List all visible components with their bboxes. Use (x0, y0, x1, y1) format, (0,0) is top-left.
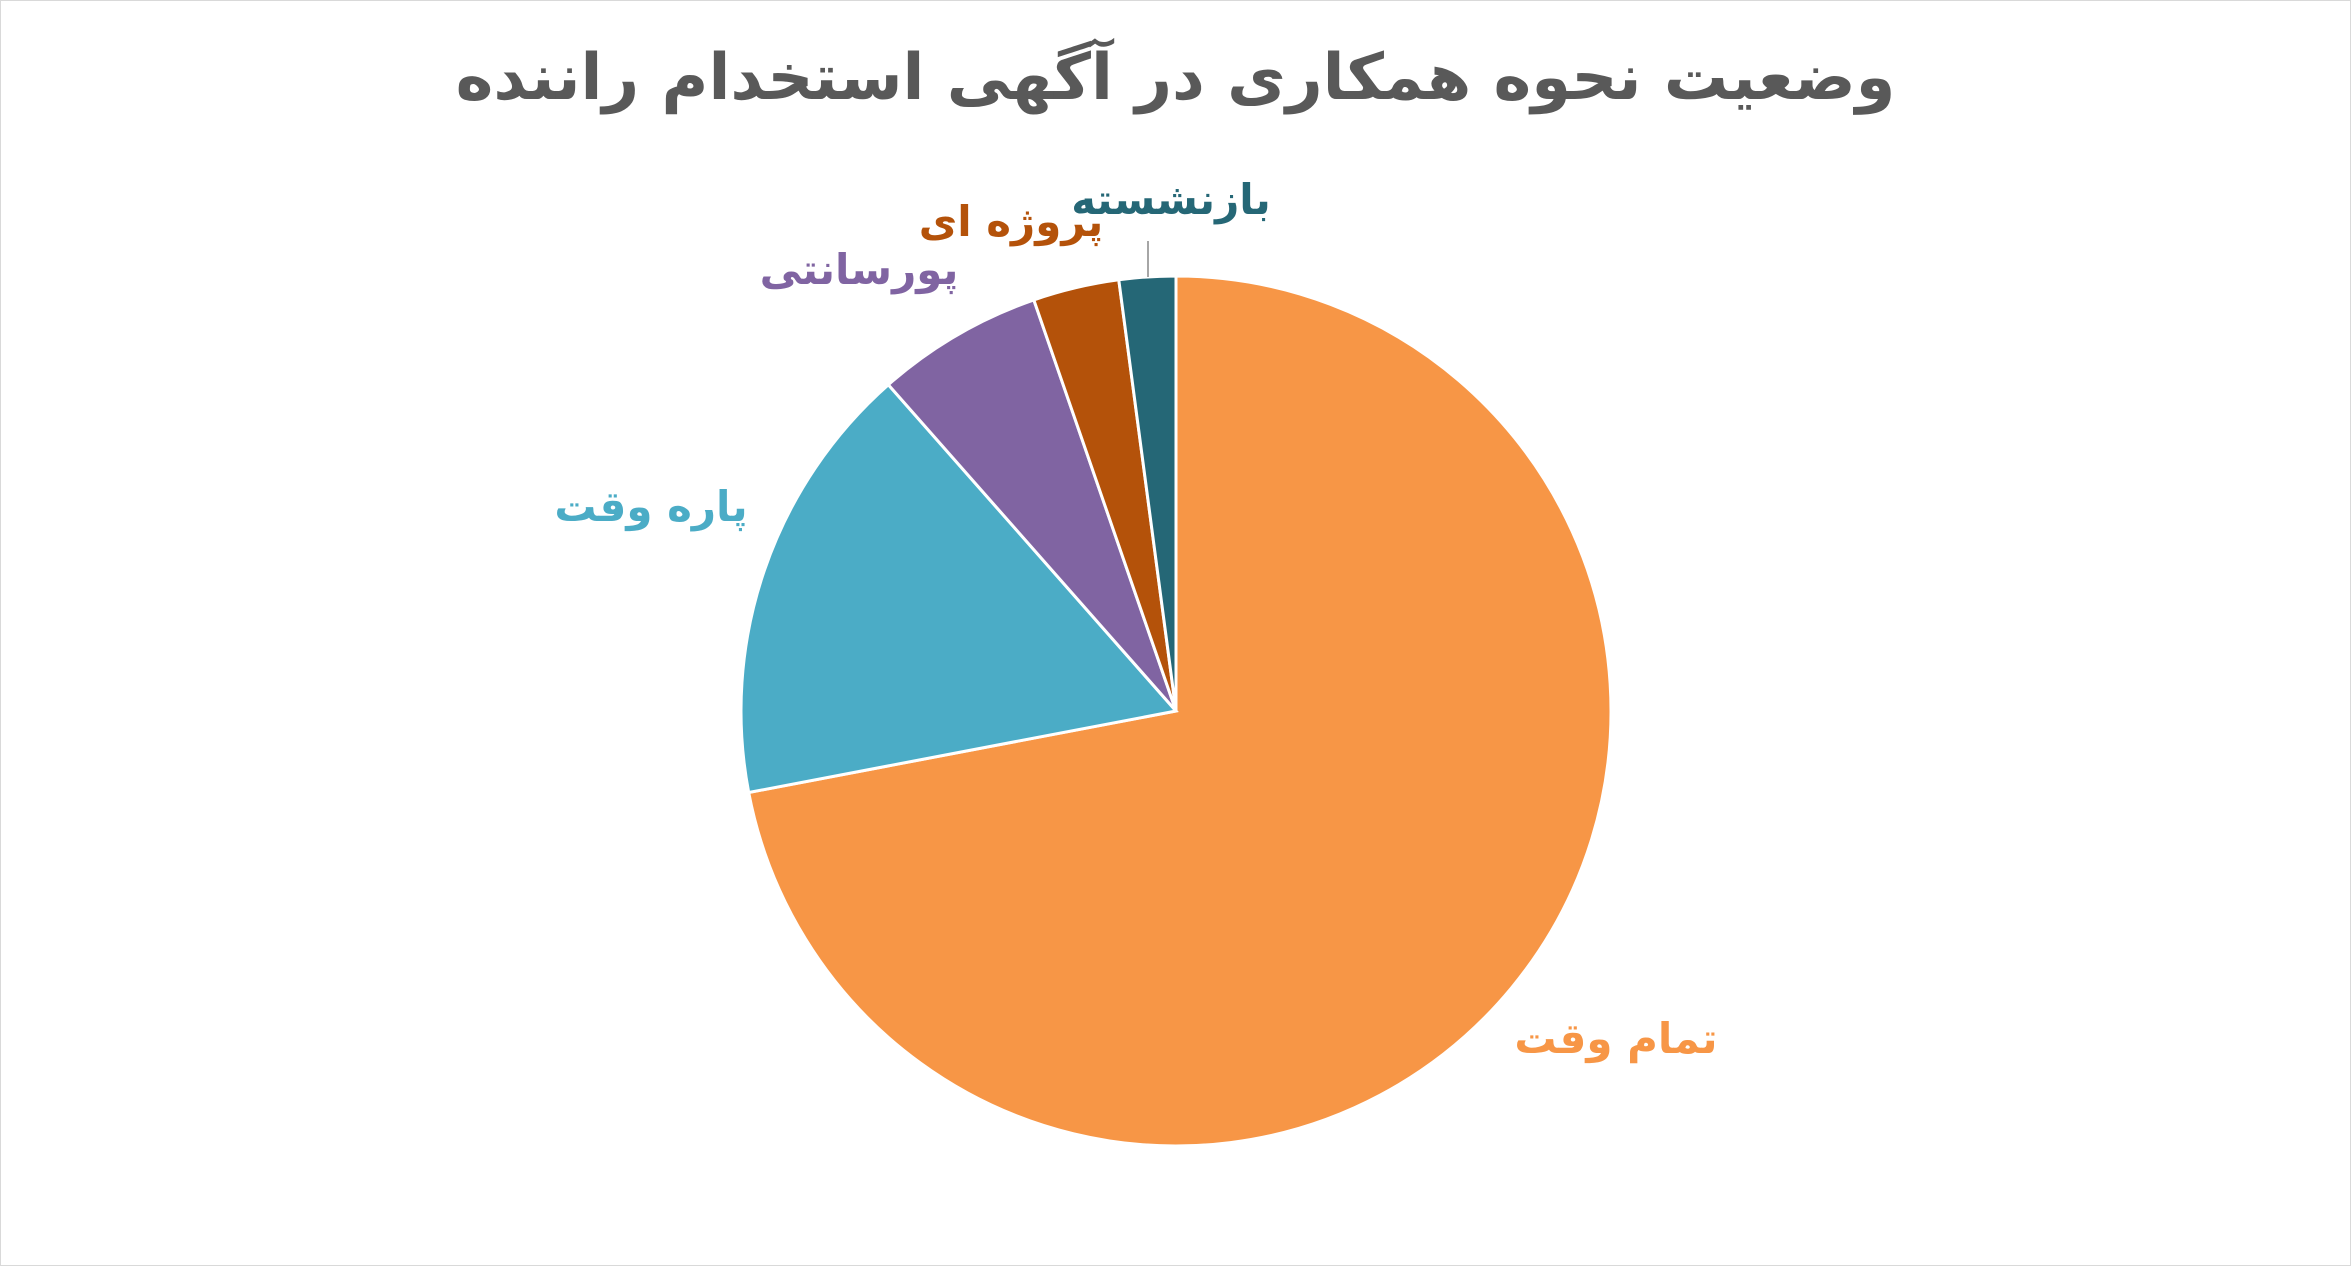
pie-slice (746, 274, 1613, 1148)
slice-label: تمام وقت (1514, 1014, 1717, 1064)
slice-label: بازنشسته (1071, 175, 1271, 224)
pie-slice (739, 382, 1179, 795)
chart-title: وضعیت نحوه همکاری در آگهی استخدام راننده (455, 41, 1896, 115)
pie-slice (886, 297, 1178, 712)
slice-label: پروژه ای (919, 197, 1104, 247)
slice-label: پورسانتی (760, 245, 959, 295)
slice-label: پاره وقت (554, 482, 747, 532)
